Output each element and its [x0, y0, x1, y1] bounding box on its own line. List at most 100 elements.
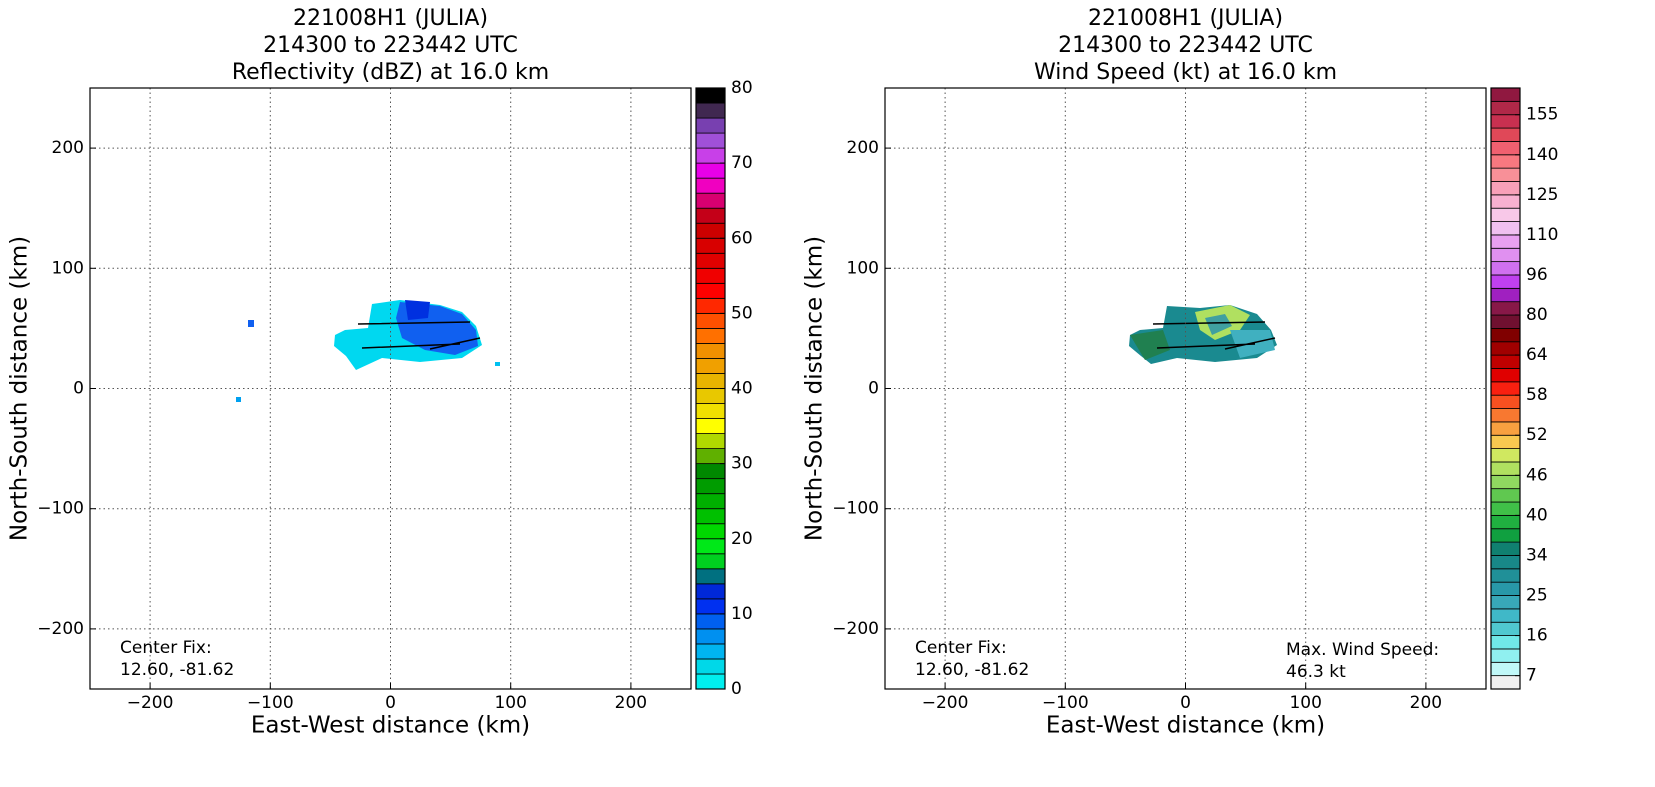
- colorbar-tick-label: 34: [1526, 545, 1548, 565]
- colorbar-swatch: [1490, 394, 1521, 409]
- colorbar-tick-label: 155: [1526, 105, 1558, 125]
- colorbar-swatch: [1490, 114, 1521, 129]
- colorbar-tick-label: 125: [1526, 185, 1558, 205]
- colorbar-swatch: [695, 433, 726, 450]
- colorbar-swatch: [695, 358, 726, 374]
- annotation: 12.60, -81.62: [915, 660, 1029, 680]
- colorbar-swatch: [1490, 528, 1521, 543]
- colorbar-swatch: [1490, 408, 1521, 423]
- chart-title: 221008H1 (JULIA): [1088, 6, 1283, 31]
- colorbar-tick-label: 40: [1526, 505, 1548, 525]
- y-tick-label: 0: [868, 379, 879, 399]
- colorbar-swatch: [1490, 87, 1521, 102]
- y-tick-label: 100: [847, 258, 879, 278]
- colorbar-swatch: [695, 463, 726, 480]
- colorbar-swatch: [695, 147, 726, 164]
- colorbar-tick-label: 20: [731, 529, 753, 549]
- x-tick-label: 200: [615, 693, 647, 713]
- colorbar-swatch: [695, 583, 726, 600]
- echo-right: [1129, 305, 1277, 364]
- colorbar-tick-label: 10: [731, 604, 753, 624]
- x-tick-label: −200: [127, 693, 174, 713]
- colorbar-swatch: [1490, 488, 1521, 503]
- colorbar-swatch: [695, 388, 726, 404]
- colorbar-swatch: [695, 222, 726, 239]
- colorbar-swatch: [695, 252, 726, 269]
- colorbar-swatch: [1490, 514, 1521, 530]
- y-tick-label: 200: [52, 138, 84, 158]
- x-tick-label: 100: [1289, 693, 1321, 713]
- colorbar-swatch: [695, 267, 726, 284]
- annotation: Center Fix:: [120, 638, 212, 658]
- colorbar-tick-label: 64: [1526, 345, 1548, 365]
- colorbar-swatch: [1490, 261, 1521, 276]
- y-tick-label: 200: [847, 138, 879, 158]
- colorbar-swatch: [1490, 247, 1521, 263]
- colorbar-swatch: [695, 282, 726, 299]
- colorbar-swatch: [695, 673, 726, 690]
- colorbar-frame: [1490, 87, 1521, 690]
- echo-left: [236, 300, 500, 402]
- colorbar-swatch: [1490, 648, 1521, 663]
- plot-frame: [89, 87, 692, 690]
- colorbar-swatch: [695, 237, 726, 254]
- colorbar-swatch: [695, 613, 726, 630]
- colorbar-swatch: [1490, 181, 1521, 196]
- colorbar-swatch: [695, 643, 726, 660]
- y-tick-label: 100: [52, 258, 84, 278]
- y-tick-label: −200: [37, 619, 84, 639]
- colorbar-swatch: [695, 343, 726, 359]
- colorbar-swatch: [695, 478, 726, 495]
- colorbar-swatch: [1490, 207, 1521, 222]
- colorbar-swatch: [1490, 167, 1521, 182]
- colorbar-swatch: [695, 658, 726, 675]
- colorbar-swatch: [695, 373, 726, 389]
- x-tick-label: 0: [385, 693, 396, 713]
- colorbar-swatch: [695, 87, 726, 104]
- colorbar-swatch: [1490, 621, 1521, 636]
- x-axis-label: East-West distance (km): [251, 713, 530, 739]
- colorbar-tick-label: 50: [731, 303, 753, 323]
- x-tick-label: −100: [247, 693, 294, 713]
- annotation: Center Fix:: [915, 638, 1007, 658]
- colorbar-tick-label: 70: [731, 153, 753, 173]
- colorbar-swatch: [695, 192, 726, 209]
- colorbar-swatch: [695, 418, 726, 434]
- chart-title: 214300 to 223442 UTC: [1058, 33, 1313, 58]
- colorbar-swatch: [695, 598, 726, 615]
- colorbar-swatch: [695, 523, 726, 540]
- colorbar-swatch: [1490, 100, 1521, 116]
- chart-title: 214300 to 223442 UTC: [263, 33, 518, 58]
- colorbar-tick-label: 110: [1526, 225, 1558, 245]
- colorbar-swatch: [1490, 194, 1521, 209]
- annotation: 12.60, -81.62: [120, 660, 234, 680]
- colorbar-swatch: [1490, 461, 1521, 476]
- colorbar-tick-label: 30: [731, 454, 753, 474]
- colorbar-swatch: [1490, 314, 1521, 329]
- colorbar-swatch: [1490, 301, 1521, 316]
- x-tick-label: 100: [494, 693, 526, 713]
- annotation: Max. Wind Speed:: [1286, 640, 1439, 660]
- colorbar-swatch: [695, 448, 726, 465]
- chart-title: 221008H1 (JULIA): [293, 6, 488, 31]
- colorbar-swatch: [1490, 368, 1521, 383]
- colorbar-swatch: [695, 102, 726, 119]
- annotation: 46.3 kt: [1286, 662, 1346, 682]
- colorbar-swatch: [695, 568, 726, 585]
- y-axis-label: North-South distance (km): [802, 236, 828, 541]
- colorbar-swatch: [695, 177, 726, 194]
- colorbar-tick-label: 80: [731, 78, 753, 98]
- y-axis-label: North-South distance (km): [7, 236, 33, 541]
- colorbar-tick-label: 7: [1526, 666, 1537, 686]
- colorbar-swatch: [1490, 635, 1521, 650]
- colorbar-swatch: [1490, 474, 1521, 490]
- x-tick-label: 200: [1410, 693, 1442, 713]
- colorbar-tick-label: 58: [1526, 385, 1548, 405]
- colorbar-swatch: [1490, 221, 1521, 236]
- colorbar-tick-label: 80: [1526, 305, 1548, 325]
- colorbar-tick-label: 96: [1526, 265, 1548, 285]
- colorbar-swatch: [695, 403, 726, 419]
- colorbar-swatch: [1490, 661, 1521, 677]
- y-tick-label: −100: [37, 499, 84, 519]
